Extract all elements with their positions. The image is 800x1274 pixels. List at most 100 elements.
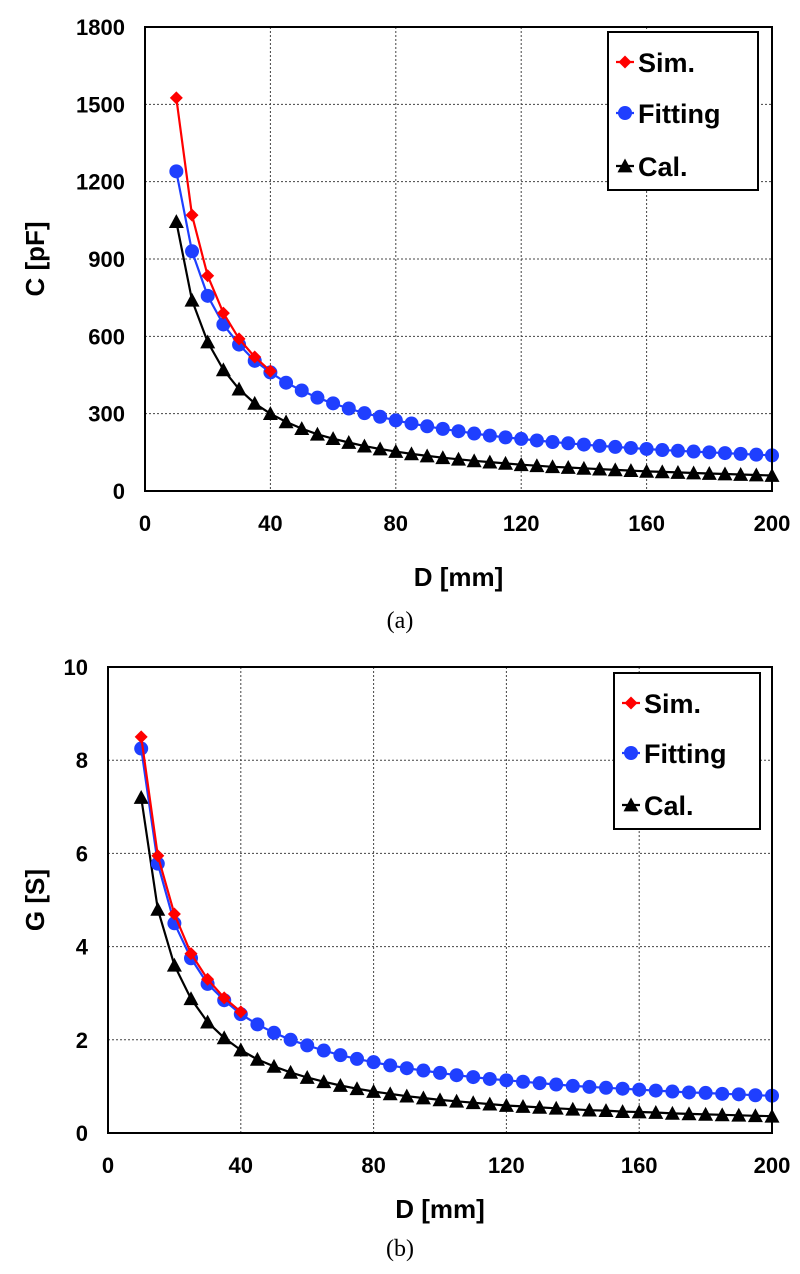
data-point <box>498 1098 514 1112</box>
legend-label: Sim. <box>644 689 701 719</box>
y-tick-label: 0 <box>113 479 125 504</box>
data-point <box>419 448 435 463</box>
data-point <box>532 1076 547 1091</box>
y-tick-label: 6 <box>76 841 88 866</box>
data-point <box>200 288 215 303</box>
data-point <box>686 465 702 480</box>
data-point <box>529 433 544 448</box>
y-tick-label: 900 <box>88 247 125 272</box>
legend-label: Fitting <box>638 99 720 129</box>
data-point <box>615 1104 631 1118</box>
data-point <box>333 1048 348 1063</box>
data-point <box>266 1058 282 1073</box>
data-point <box>733 446 748 461</box>
y-tick-label: 10 <box>64 655 88 680</box>
data-point <box>150 901 166 916</box>
data-point <box>249 1051 265 1066</box>
data-point <box>366 1084 382 1098</box>
data-point <box>309 426 325 441</box>
data-point <box>350 1051 364 1066</box>
data-point <box>482 1096 498 1111</box>
data-point <box>133 789 149 804</box>
legend-marker <box>617 158 633 173</box>
data-point <box>631 1104 647 1119</box>
data-point <box>432 1092 448 1107</box>
data-point <box>341 401 356 416</box>
data-point <box>717 446 732 461</box>
data-point <box>670 464 686 479</box>
data-point <box>216 317 231 332</box>
data-point <box>499 1073 514 1088</box>
data-point <box>433 1065 447 1080</box>
data-point <box>748 1088 763 1103</box>
data-point <box>232 332 246 346</box>
data-point <box>639 441 654 456</box>
data-point <box>592 461 608 476</box>
y-tick-label: 1200 <box>76 170 125 195</box>
legend-marker <box>624 746 638 760</box>
data-point <box>545 459 561 474</box>
data-point <box>326 396 341 411</box>
data-point <box>549 1077 564 1092</box>
data-point <box>166 957 182 972</box>
figure-caption: (b) <box>386 1236 414 1262</box>
data-point <box>184 292 200 307</box>
data-point <box>151 849 165 863</box>
data-point <box>231 381 247 396</box>
legend-label: Fitting <box>644 739 726 769</box>
legend-item-fitting: Fitting <box>616 99 720 129</box>
data-point <box>632 1082 647 1097</box>
data-point <box>399 1088 415 1103</box>
data-point <box>466 1070 481 1085</box>
data-point <box>399 1061 414 1076</box>
data-point <box>267 1025 281 1040</box>
data-point <box>682 1085 696 1100</box>
data-point <box>294 421 310 435</box>
x-axis-title: D [mm] <box>414 562 504 592</box>
data-point <box>639 463 655 478</box>
data-point <box>435 421 450 436</box>
data-point <box>383 1058 398 1073</box>
data-point <box>701 465 717 480</box>
data-point <box>332 1077 348 1092</box>
legend-item-sim: Sim. <box>616 48 695 78</box>
data-point <box>654 464 670 479</box>
data-point <box>372 441 388 456</box>
series-cal <box>133 789 780 1123</box>
data-point <box>262 406 278 421</box>
data-point <box>514 431 529 446</box>
data-point <box>714 1107 730 1122</box>
data-point <box>565 1078 580 1093</box>
data-point <box>717 466 733 481</box>
data-point <box>310 390 325 405</box>
data-point <box>234 1005 248 1019</box>
legend-label: Sim. <box>638 48 695 78</box>
y-tick-label: 2 <box>76 1028 88 1053</box>
data-point <box>316 1074 332 1089</box>
data-point <box>451 424 466 439</box>
x-tick-label: 80 <box>384 511 408 536</box>
x-tick-label: 160 <box>628 511 665 536</box>
data-point <box>560 460 576 474</box>
data-point <box>466 453 482 468</box>
data-point <box>200 334 216 349</box>
legend-box <box>613 672 761 830</box>
data-point <box>482 454 498 469</box>
data-point <box>420 419 435 434</box>
data-point <box>733 467 749 481</box>
data-point <box>167 907 181 921</box>
data-point <box>449 1093 465 1108</box>
data-point <box>325 431 341 446</box>
data-point <box>747 1108 763 1123</box>
data-point <box>513 457 529 472</box>
data-point <box>294 383 309 398</box>
data-point <box>565 1101 581 1116</box>
figure-caption: (a) <box>387 608 414 634</box>
data-point <box>664 1105 680 1120</box>
x-tick-label: 40 <box>229 1153 253 1178</box>
data-point <box>200 1014 216 1029</box>
data-point <box>300 1038 315 1053</box>
y-tick-label: 1500 <box>76 92 125 117</box>
data-point <box>263 364 277 378</box>
